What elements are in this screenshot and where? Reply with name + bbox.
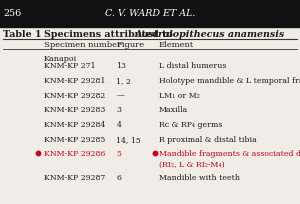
Text: LM₁ or M₂: LM₁ or M₂ (159, 92, 200, 100)
Text: 4: 4 (116, 121, 121, 129)
Text: Table 1: Table 1 (3, 30, 41, 39)
Text: 1, 2: 1, 2 (116, 77, 131, 85)
Text: Australopithecus anamensis: Australopithecus anamensis (135, 30, 285, 39)
Text: KNM-KP 29286: KNM-KP 29286 (44, 150, 105, 158)
Text: (RI₂, L & RI₂-M₄): (RI₂, L & RI₂-M₄) (159, 161, 225, 169)
Text: Specimen number: Specimen number (44, 41, 121, 49)
Text: Mandible fragments & associated dentition: Mandible fragments & associated dentitio… (159, 150, 300, 158)
Text: Maxilla: Maxilla (159, 106, 188, 114)
Bar (0, 0, 300, 27)
Text: L distal humerus: L distal humerus (159, 62, 226, 70)
Text: KNM-KP 29281: KNM-KP 29281 (44, 77, 105, 85)
Text: 3: 3 (116, 106, 122, 114)
Text: KNM-KP 271: KNM-KP 271 (44, 62, 95, 70)
Text: Rᴄ & RP₄ germs: Rᴄ & RP₄ germs (159, 121, 222, 129)
Text: KNM-KP 29284: KNM-KP 29284 (44, 121, 105, 129)
Text: —: — (116, 92, 124, 100)
Text: 5: 5 (116, 150, 121, 158)
Text: 13: 13 (116, 62, 126, 70)
Text: Holotype mandible & L temporal fragment: Holotype mandible & L temporal fragment (159, 77, 300, 85)
Text: C. V. WARD ET AL.: C. V. WARD ET AL. (105, 9, 195, 18)
Text: Kanapoi: Kanapoi (44, 55, 77, 63)
Text: KNM-KP 29287: KNM-KP 29287 (44, 174, 105, 182)
Text: Figure: Figure (116, 41, 145, 49)
Text: 6: 6 (116, 174, 121, 182)
Text: Element: Element (159, 41, 194, 49)
Text: KNM-KP 29282: KNM-KP 29282 (44, 92, 105, 100)
Text: Mandible with teeth: Mandible with teeth (159, 174, 240, 182)
Text: R proximal & distal tibia: R proximal & distal tibia (159, 136, 257, 144)
Text: Specimens attributed to: Specimens attributed to (44, 30, 175, 39)
Text: 14, 15: 14, 15 (116, 136, 141, 144)
Text: 256: 256 (3, 9, 21, 18)
Text: KNM-KP 29283: KNM-KP 29283 (44, 106, 105, 114)
Text: KNM-KP 29285: KNM-KP 29285 (44, 136, 105, 144)
